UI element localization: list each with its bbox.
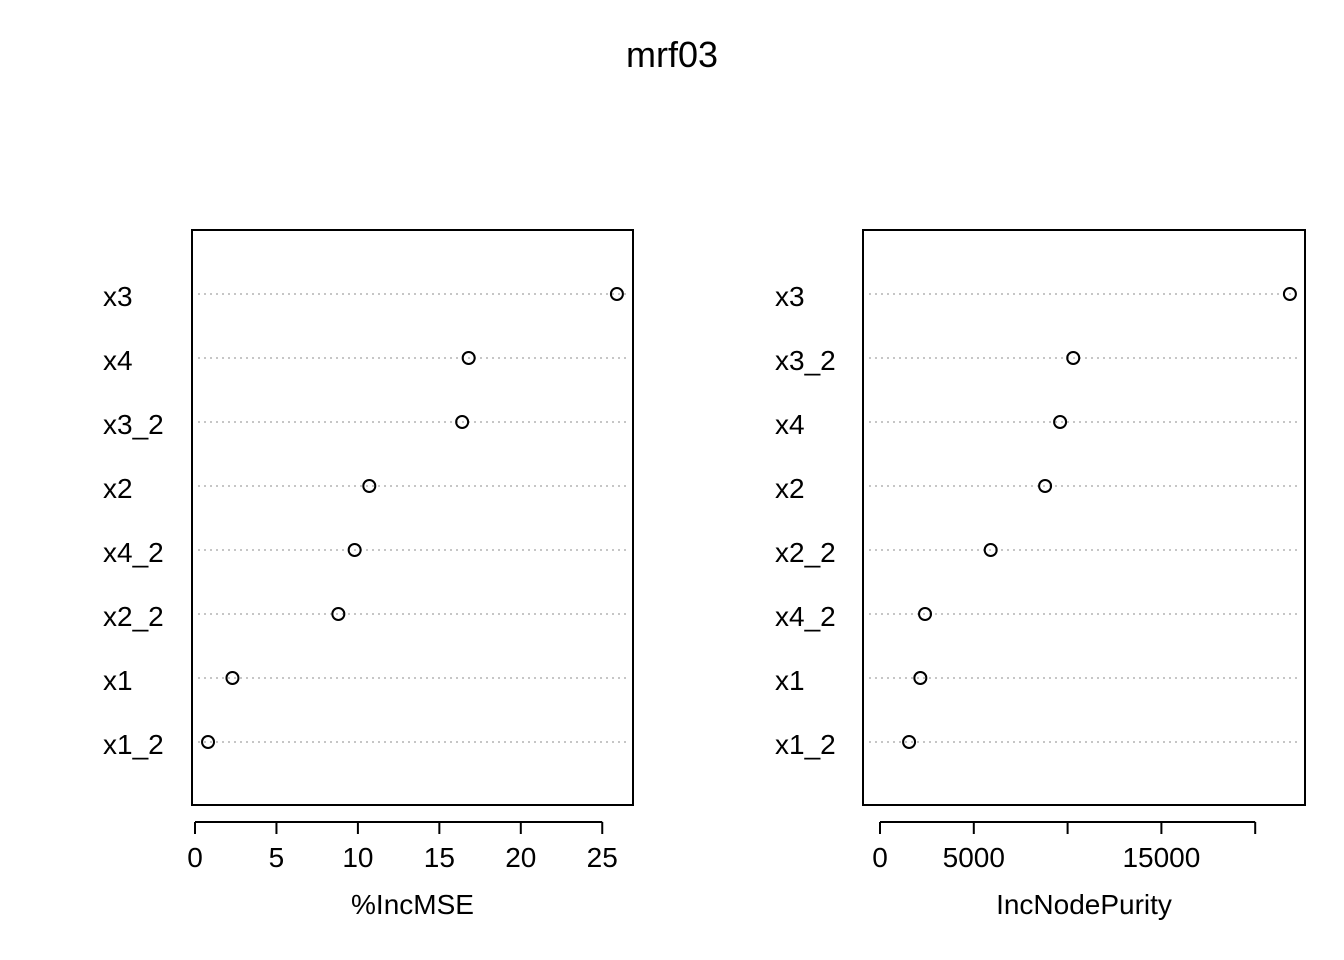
panel-2-label-x4: x4	[775, 409, 805, 440]
panel-2-point-x3_2	[1066, 351, 1081, 365]
panel-2-point-x4_2	[918, 607, 933, 621]
panel-2-point-x1	[913, 671, 928, 685]
panel-2-label-x1_2: x1_2	[775, 729, 836, 760]
panel-1-x-tick-label: 25	[587, 842, 618, 873]
panel-1-x-axis-label: %IncMSE	[351, 889, 474, 920]
panel-2-point-x1_2	[902, 735, 917, 749]
panel-2-x-tick-label: 0	[872, 842, 888, 873]
panel-1-point-x2	[362, 479, 377, 493]
panel-1-label-x4_2: x4_2	[103, 537, 164, 568]
panel-2-x-tick-label: 15000	[1122, 842, 1200, 873]
panel-1-label-x4: x4	[103, 345, 133, 376]
panel-2-point-x4	[1053, 415, 1068, 429]
panel-1-point-x1	[225, 671, 240, 685]
panel-2-point-x3	[1282, 287, 1297, 301]
panel-1-label-x1: x1	[103, 665, 133, 696]
panel-1-point-x3	[609, 287, 624, 301]
panel-2-label-x3_2: x3_2	[775, 345, 836, 376]
panel-1-label-x3_2: x3_2	[103, 409, 164, 440]
panel-2-label-x1: x1	[775, 665, 805, 696]
panel-1-x-tick-label: 15	[424, 842, 455, 873]
panel-1-frame	[191, 229, 634, 806]
panel-2-label-x2: x2	[775, 473, 805, 504]
panel-2-x-axis-label: IncNodePurity	[996, 889, 1172, 920]
panel-1-label-x2: x2	[103, 473, 133, 504]
panel-2-frame	[862, 229, 1306, 806]
panel-2-x-tick-label: 5000	[943, 842, 1005, 873]
panel-1-x-tick-label: 0	[187, 842, 203, 873]
chart-title: mrf03	[625, 34, 719, 75]
panel-2-label-x3: x3	[775, 281, 805, 312]
panel-1-point-x4	[461, 351, 476, 365]
panel-1-point-x3_2	[455, 415, 470, 429]
panel-1-label-x3: x3	[103, 281, 133, 312]
panel-1-x-tick-label: 10	[342, 842, 373, 873]
panel-1-x-tick-label: 5	[269, 842, 285, 873]
panel-2-label-x4_2: x4_2	[775, 601, 836, 632]
panel-1-point-x4_2	[347, 543, 362, 557]
panel-1-label-x2_2: x2_2	[103, 601, 164, 632]
panel-1-label-x1_2: x1_2	[103, 729, 164, 760]
panel-2-label-x2_2: x2_2	[775, 537, 836, 568]
panel-1-point-x2_2	[331, 607, 346, 621]
panel-1-x-tick-label: 20	[505, 842, 536, 873]
panel-1-point-x1_2	[201, 735, 216, 749]
panel-2-point-x2_2	[983, 543, 998, 557]
panel-2-point-x2	[1038, 479, 1053, 493]
